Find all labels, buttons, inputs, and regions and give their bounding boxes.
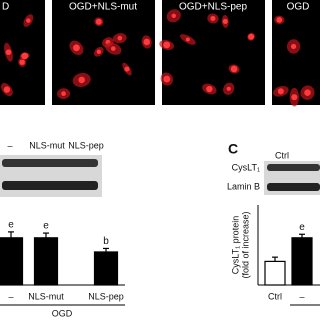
image-label: D xyxy=(2,2,9,13)
nucleus xyxy=(290,43,297,50)
nucleus xyxy=(210,15,216,22)
nucleus xyxy=(276,16,283,23)
bar xyxy=(264,260,286,286)
nucleus xyxy=(110,46,116,51)
micrograph xyxy=(52,0,155,105)
nucleus xyxy=(5,49,12,56)
blot-row-label: Lamin B xyxy=(227,181,260,191)
nucleus xyxy=(171,13,176,19)
lane-label: – xyxy=(7,140,12,150)
nucleus xyxy=(19,59,25,65)
x-tick-label: Ctrl xyxy=(268,291,282,301)
image-label: OGD+NLS-pep xyxy=(179,2,248,13)
y-axis-label: (fold of increase) xyxy=(240,211,250,278)
nucleus xyxy=(61,91,66,97)
nucleus xyxy=(21,52,29,60)
nucleus xyxy=(277,88,284,95)
nucleus xyxy=(163,75,171,83)
x-tick-label: NLS-pep xyxy=(88,291,124,301)
nucleus xyxy=(163,41,171,49)
nucleus xyxy=(304,89,311,96)
nucleus xyxy=(248,33,255,40)
nucleus xyxy=(222,18,228,25)
nucleus xyxy=(124,66,130,72)
nucleus xyxy=(226,86,231,91)
bar xyxy=(33,237,59,286)
nucleus xyxy=(117,35,123,41)
band xyxy=(2,181,98,190)
bar xyxy=(0,237,24,286)
nucleus xyxy=(230,65,238,73)
nucleus xyxy=(26,18,31,23)
panel-label: C xyxy=(228,141,238,157)
annotation: e xyxy=(299,222,305,233)
blot-row-label: CysLT₁ xyxy=(232,162,260,172)
nucleus xyxy=(143,38,150,46)
annotation: e xyxy=(43,221,49,232)
x-tick-label: – xyxy=(8,291,13,301)
band xyxy=(267,183,320,191)
x-tick-label: NLS-mut xyxy=(28,291,64,301)
nucleus xyxy=(96,49,102,54)
bar xyxy=(291,237,313,286)
image-label: OGD+NLS-mut xyxy=(69,2,137,13)
annotation: b xyxy=(103,236,109,247)
cells xyxy=(0,9,315,107)
nucleus xyxy=(3,86,11,93)
nucleus xyxy=(291,94,298,101)
x-tick-label: – xyxy=(299,291,304,301)
nucleus xyxy=(78,76,85,84)
lane-label: NLS-pep xyxy=(68,140,104,150)
band xyxy=(267,164,320,171)
bar xyxy=(93,251,119,286)
nucleus xyxy=(206,85,213,93)
y-axis-label: CysLT₁ protein xyxy=(230,216,240,274)
lane-label: NLS-mut xyxy=(29,140,65,150)
group-label: OGD xyxy=(52,308,73,318)
nucleus xyxy=(185,37,190,42)
nucleus xyxy=(95,18,102,25)
nucleus xyxy=(73,44,80,52)
lane-label: Ctrl xyxy=(275,150,289,160)
image-label: OGD xyxy=(287,2,310,13)
band xyxy=(2,159,98,167)
annotation: e xyxy=(8,220,14,231)
